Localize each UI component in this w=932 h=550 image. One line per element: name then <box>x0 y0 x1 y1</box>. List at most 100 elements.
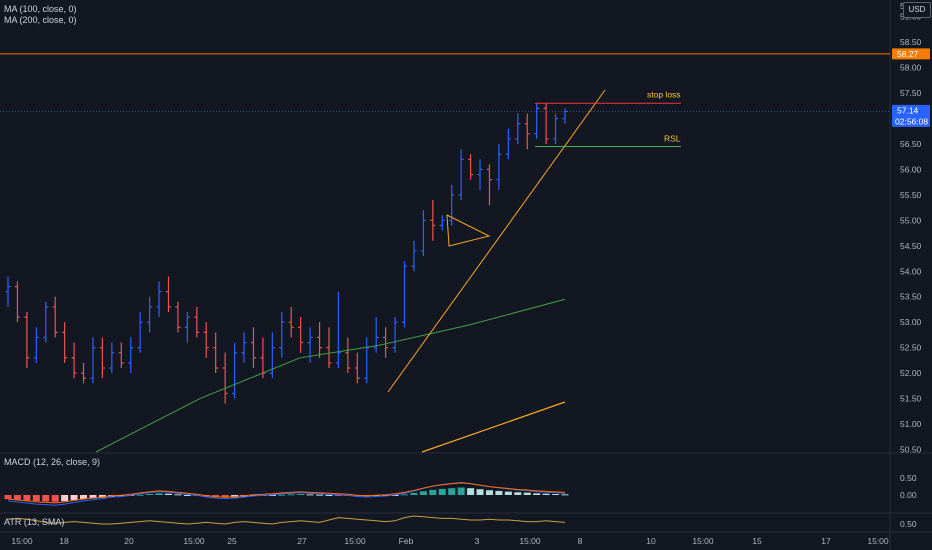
price-tick-label: 58.00 <box>900 63 922 73</box>
signal-line <box>7 482 566 504</box>
ohlc-bar <box>165 276 171 312</box>
macd-histogram-bar <box>438 488 446 495</box>
ohlc-bar <box>515 113 521 144</box>
macd-histogram-bar <box>80 495 88 500</box>
macd-histogram-bar <box>306 494 314 496</box>
macd-histogram-bar <box>533 493 541 495</box>
ohlc-bar <box>307 327 313 363</box>
ohlc-bar <box>203 322 209 358</box>
macd-histogram-bar <box>146 493 154 495</box>
ohlc-bar <box>335 291 341 368</box>
ohlc-bar <box>430 200 436 241</box>
macd-histogram-bar <box>287 494 295 496</box>
ohlc-bar <box>250 327 256 368</box>
countdown-tag-text: 02:56:08 <box>895 116 928 126</box>
ohlc-bar <box>14 281 20 323</box>
ohlc-bar <box>468 154 474 180</box>
ohlc-bar <box>213 332 219 374</box>
ohlc-bar <box>156 281 162 318</box>
ohlc-bar <box>553 113 559 144</box>
ohlc-bar <box>326 327 332 368</box>
macd-histogram-bar <box>410 492 418 495</box>
ohlc-bar <box>392 317 398 353</box>
ohlc-bar <box>128 337 134 374</box>
macd-histogram-bar <box>542 493 550 495</box>
macd-tick-label: 0.50 <box>900 473 917 483</box>
time-tick-label: Feb <box>399 536 414 546</box>
ohlc-bar <box>71 342 77 379</box>
ohlc-bar <box>439 215 445 231</box>
price-tick-label: 53.00 <box>900 317 922 327</box>
macd-histogram-bar <box>316 494 324 496</box>
ohlc-bar <box>458 149 464 200</box>
macd-histogram-bar <box>183 495 191 496</box>
macd-histogram-bar <box>268 495 276 496</box>
ohlc-bar <box>298 317 304 353</box>
ohlc-bar <box>317 322 323 358</box>
last-price-tag <box>892 104 930 127</box>
macd-histogram-bar <box>485 490 493 495</box>
ohlc-bar <box>33 327 39 363</box>
time-tick-label: 18 <box>59 536 69 546</box>
atr-line <box>7 515 566 525</box>
ohlc-bar <box>279 312 285 358</box>
ohlc-bar <box>543 103 549 144</box>
ohlc-bar <box>62 322 68 363</box>
time-tick-label: 17 <box>821 536 831 546</box>
atr-legend[interactable]: ATR (13, SMA) <box>4 517 65 527</box>
ohlc-bar <box>496 144 502 190</box>
macd-histogram-bar <box>155 493 163 495</box>
ohlc-bar <box>147 296 153 333</box>
macd-histogram-bar <box>4 495 12 500</box>
hline-price-tag-text: 58.27 <box>897 49 919 59</box>
price-tick-label: 52.00 <box>900 368 922 378</box>
macd-legend[interactable]: MACD (12, 26, close, 9) <box>4 457 101 467</box>
macd-histogram-bar <box>523 492 531 495</box>
ma100-legend[interactable]: MA (100, close, 0) <box>4 4 77 14</box>
time-tick-label: 3 <box>475 536 480 546</box>
currency-button[interactable]: USD <box>903 2 931 18</box>
ohlc-bar <box>5 276 11 307</box>
trend-line <box>387 89 606 393</box>
ohlc-bar <box>24 312 30 368</box>
ohlc-bar <box>524 113 530 150</box>
time-tick-label: 15:00 <box>692 536 714 546</box>
ohlc-bar <box>477 159 483 190</box>
macd-histogram-bar <box>561 494 569 496</box>
price-tick-label: 55.00 <box>900 215 922 225</box>
ohlc-bar <box>269 332 275 379</box>
ma200-legend[interactable]: MA (200, close, 0) <box>4 15 77 25</box>
last-price-tag-text: 57.14 <box>897 105 919 115</box>
atr-tick-label: 0.50 <box>900 519 917 529</box>
hline-price-tag <box>892 48 930 60</box>
macd-histogram-bar <box>136 494 144 496</box>
price-tick-label: 54.50 <box>900 241 922 251</box>
time-tick-label: 20 <box>124 536 134 546</box>
ohlc-bar <box>90 337 96 384</box>
macd-histogram-bar <box>457 487 465 495</box>
ohlc-bar <box>402 261 408 328</box>
ohlc-bar <box>241 332 247 363</box>
price-tick-label: 58.50 <box>900 37 922 47</box>
ohlc-bar <box>449 184 455 226</box>
ohlc-bar <box>505 128 511 160</box>
ohlc-bar <box>345 337 351 374</box>
time-tick-label: 25 <box>227 536 237 546</box>
time-tick-label: 15:00 <box>183 536 205 546</box>
macd-histogram-bar <box>325 495 333 496</box>
ohlc-bar <box>486 164 492 206</box>
macd-histogram-bar <box>297 493 305 495</box>
macd-histogram-bar <box>61 495 69 502</box>
time-tick-label: 15:00 <box>867 536 889 546</box>
macd-histogram-bar <box>89 495 97 499</box>
macd-histogram-bar <box>476 489 484 495</box>
macd-tick-label: 0.00 <box>900 490 917 500</box>
time-tick-label: 15:00 <box>11 536 33 546</box>
time-tick-label: 27 <box>297 536 307 546</box>
rsl-label: RSL <box>664 134 681 144</box>
ohlc-bar <box>109 342 115 374</box>
macd-histogram-bar <box>552 493 560 495</box>
macd-histogram-bar <box>42 495 50 502</box>
price-tick-label: 51.50 <box>900 394 922 404</box>
